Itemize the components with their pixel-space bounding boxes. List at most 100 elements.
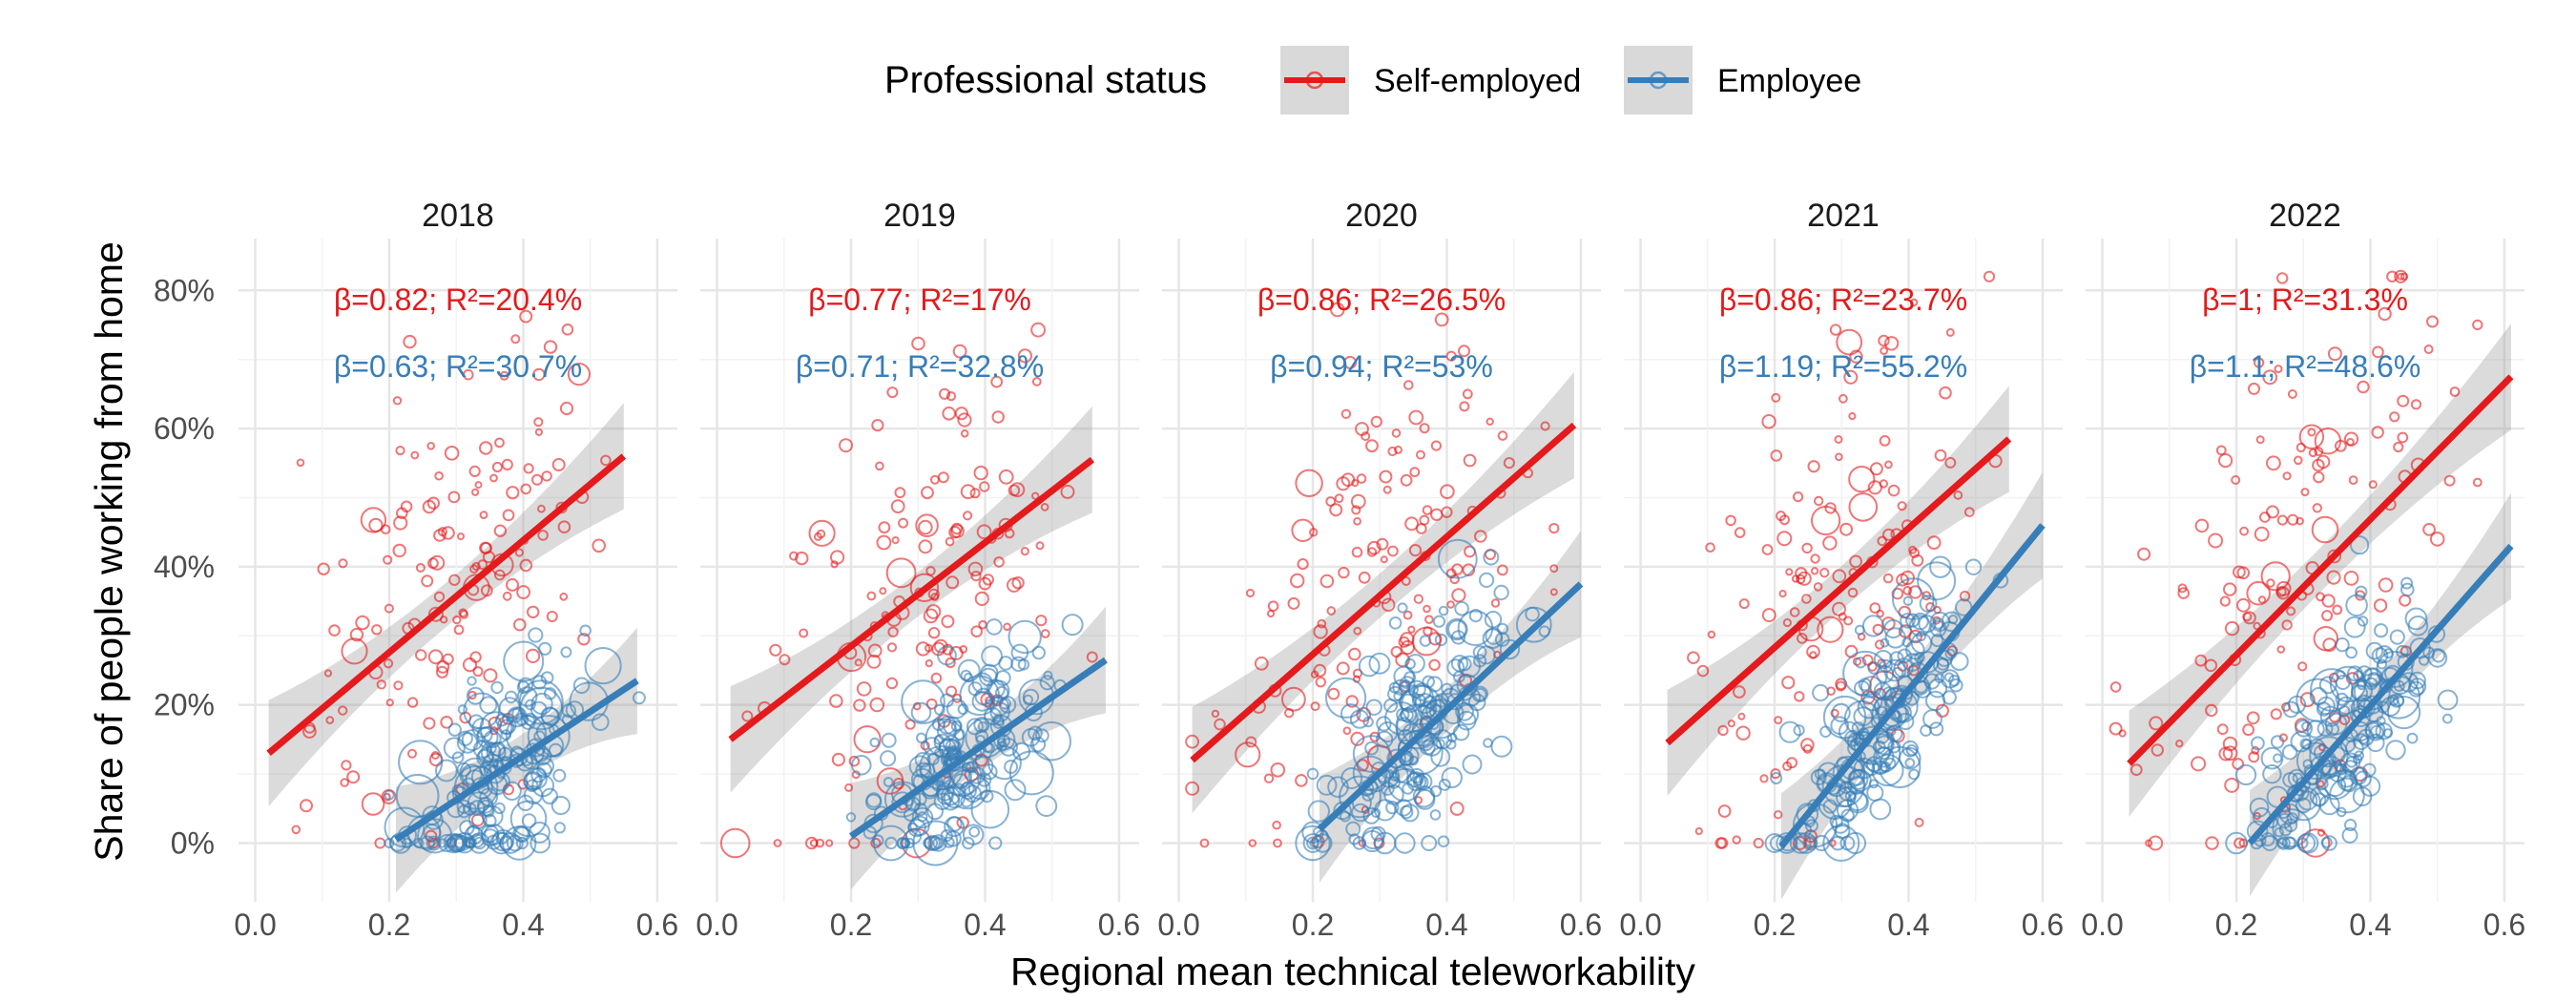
data-point-employee: [1446, 658, 1465, 677]
data-point-self-employed: [1793, 491, 1804, 503]
data-point-self-employed: [577, 633, 591, 646]
data-point-employee: [1435, 739, 1445, 749]
data-point-self-employed: [1365, 439, 1379, 453]
legend: Professional status Self-employed Employ…: [884, 46, 1861, 115]
data-point-employee: [1349, 709, 1370, 729]
data-point-self-employed: [1315, 677, 1327, 688]
data-point-self-employed: [1011, 576, 1025, 590]
data-point-self-employed: [2313, 626, 2339, 652]
data-point-self-employed: [561, 324, 574, 336]
data-point-self-employed: [422, 499, 437, 514]
data-point-self-employed: [990, 375, 1004, 388]
data-point-employee: [911, 806, 934, 829]
data-point-self-employed: [1733, 685, 1746, 699]
data-point-self-employed: [1366, 547, 1378, 557]
data-point-self-employed: [600, 454, 612, 467]
data-point-self-employed: [2399, 594, 2412, 607]
data-point-self-employed: [1497, 564, 1508, 576]
data-point-self-employed: [360, 507, 387, 533]
data-point-employee: [1918, 615, 1937, 634]
data-point-self-employed: [2372, 345, 2384, 359]
data-point-self-employed: [1791, 574, 1800, 583]
data-point-employee: [1445, 617, 1468, 641]
data-point-employee: [2299, 738, 2312, 750]
data-point-self-employed: [1370, 415, 1383, 428]
data-point-employee: [2343, 616, 2366, 638]
data-point-employee: [1879, 658, 1893, 674]
data-point-self-employed: [921, 486, 934, 500]
data-point-employee: [2309, 687, 2328, 705]
data-point-self-employed: [1391, 428, 1402, 438]
data-point-self-employed: [779, 654, 791, 666]
data-point-self-employed: [2308, 448, 2318, 458]
data-point-self-employed: [1839, 522, 1854, 536]
data-point-employee: [1927, 678, 1948, 699]
data-point-self-employed: [886, 386, 899, 399]
data-point-self-employed: [1934, 449, 1947, 462]
data-point-employee: [910, 701, 932, 723]
legend-label-self-employed: Self-employed: [1374, 63, 1581, 99]
data-point-employee: [942, 735, 960, 752]
data-point-self-employed: [1419, 514, 1430, 526]
data-point-self-employed: [2254, 357, 2265, 368]
data-point-self-employed: [1348, 647, 1361, 661]
data-point-self-employed: [1810, 553, 1820, 564]
data-point-employee: [538, 641, 552, 656]
data-point-self-employed: [1817, 616, 1844, 643]
data-point-employee: [1948, 615, 1959, 625]
data-point-employee: [2354, 673, 2391, 711]
data-point-self-employed: [1806, 644, 1820, 659]
data-point-employee: [2262, 764, 2282, 784]
data-point-employee: [1875, 729, 1890, 744]
data-point-self-employed: [929, 474, 940, 485]
data-point-employee: [516, 686, 538, 707]
data-point-employee: [572, 677, 591, 695]
data-point-employee: [1454, 600, 1469, 616]
data-point-employee: [971, 755, 994, 778]
data-point-self-employed: [489, 473, 498, 483]
data-point-self-employed: [2262, 369, 2278, 386]
data-point-employee: [1396, 717, 1412, 733]
data-point-employee: [959, 782, 977, 801]
data-point-self-employed: [1485, 417, 1494, 426]
data-point-self-employed: [2298, 424, 2325, 449]
data-point-employee: [579, 624, 592, 637]
regression-line-self-employed: [1190, 422, 1577, 763]
data-point-self-employed: [866, 591, 877, 601]
data-point-employee: [2408, 671, 2426, 690]
data-point-self-employed: [1848, 466, 1876, 493]
data-point-employee: [2355, 585, 2368, 598]
data-point-employee: [2389, 693, 2405, 708]
x-tick-label: 0.6: [1098, 908, 1140, 942]
legend-label-employee: Employee: [1717, 63, 1861, 99]
data-point-employee: [2278, 823, 2293, 837]
data-point-self-employed: [1310, 670, 1319, 678]
data-point-employee: [480, 741, 502, 763]
data-point-employee: [476, 797, 494, 814]
data-point-employee: [1421, 835, 1438, 851]
data-point-self-employed: [1776, 531, 1793, 547]
data-point-employee: [1411, 684, 1434, 708]
data-point-self-employed: [1404, 516, 1419, 532]
data-point-employee: [1387, 767, 1423, 803]
data-point-employee: [1011, 741, 1031, 762]
data-point-self-employed: [808, 519, 836, 547]
data-point-employee: [471, 718, 492, 739]
data-point-employee: [986, 618, 1003, 636]
data-point-self-employed: [1211, 709, 1220, 719]
data-point-self-employed: [1376, 537, 1389, 551]
data-point-self-employed: [361, 792, 385, 816]
data-point-self-employed: [2215, 445, 2227, 456]
x-tick-label: 0.2: [1754, 908, 1796, 942]
data-point-employee: [1949, 678, 1963, 693]
annotation-self-employed: β=0.86; R²=23.7%: [1719, 282, 1967, 317]
data-point-self-employed: [867, 643, 883, 658]
data-point-self-employed: [1879, 435, 1891, 447]
data-point-employee: [1438, 778, 1451, 791]
data-point-self-employed: [392, 543, 406, 558]
data-point-employee: [530, 700, 548, 719]
data-point-self-employed: [871, 419, 884, 432]
data-point-employee: [2310, 668, 2354, 712]
data-point-employee: [2441, 713, 2453, 724]
data-point-employee: [2365, 641, 2384, 660]
